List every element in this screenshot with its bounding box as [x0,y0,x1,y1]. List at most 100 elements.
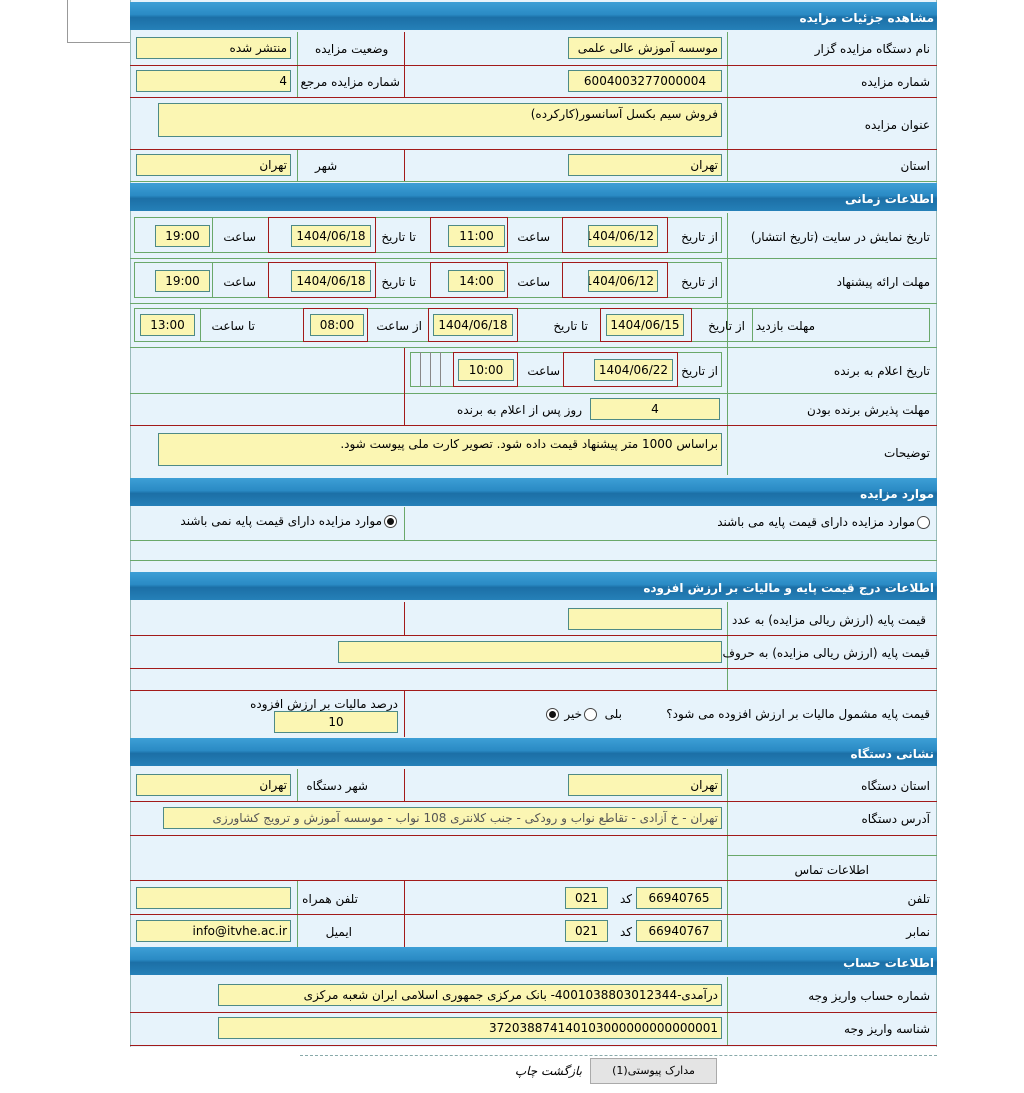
ref-field[interactable]: 4 [136,70,291,92]
publish-from-date[interactable]: 1404/06/12 [588,225,658,247]
cell [428,308,518,342]
base-number-field[interactable] [568,608,722,630]
time-label: ساعت [517,275,550,289]
section-header-price: اطلاعات درج قیمت پایه و مالیات بر ارزش ا… [130,572,937,600]
org-field[interactable]: موسسه آموزش عالی علمی [568,37,722,59]
title-field[interactable]: فروش سیم بکسل آسانسور(کارکرده) [158,103,722,137]
divider [727,602,728,690]
vat-percent-label: درصد مالیات بر ارزش افزوده [250,697,398,711]
section-header-org-address: نشانی دستگاه [130,738,937,766]
divider [200,308,201,342]
row-border [130,425,937,426]
fax-field[interactable]: 66940767 [636,920,722,942]
divider [297,32,298,97]
notes-field[interactable]: براساس 1000 متر پیشنهاد قیمت داده شود. ت… [158,433,722,466]
payment-id-field[interactable]: 372038874140103000000000000001 [218,1017,722,1039]
account-number-field[interactable]: درآمدی-4001038803012344- بانک مرکزی جمهو… [218,984,722,1006]
city-label: شهر [315,159,338,173]
divider [404,602,405,635]
divider [727,769,728,947]
email-field[interactable]: info@itvhe.ac.ir [136,920,291,942]
offer-to-time[interactable]: 19:00 [155,270,210,292]
accept-suffix: روز پس از اعلام به برنده [457,403,582,417]
row-border [130,347,937,348]
offer-to-date[interactable]: 1404/06/18 [291,270,371,292]
contact-label: اطلاعات تماس [794,863,869,877]
publish-from-time[interactable]: 11:00 [448,225,505,247]
from-date-label: از تاریخ [681,230,718,244]
base-words-field[interactable] [338,641,722,663]
time-label: ساعت [223,230,256,244]
publish-to-date[interactable]: 1404/06/18 [291,225,371,247]
winner-time[interactable]: 10:00 [458,359,514,381]
publish-label: تاریخ نمایش در سایت (تاریخ انتشار) [750,230,930,244]
row-border [130,914,937,915]
cell [430,262,508,298]
divider [440,352,441,387]
base-number-label: قیمت پایه (ارزش ریالی مزایده) به عدد [731,613,926,627]
status-field[interactable]: منتشر شده [136,37,291,59]
publish-to-time[interactable]: 19:00 [155,225,210,247]
option-no-base-label: موارد مزایده دارای قیمت پایه نمی باشند [180,514,382,528]
city-field[interactable]: تهران [136,154,291,176]
radio-vat-no[interactable] [546,708,559,721]
phone-code-field[interactable]: 021 [565,887,608,909]
to-time-label: تا ساعت [211,319,255,333]
org-city-field[interactable]: تهران [136,774,291,796]
section-header-timing: اطلاعات زمانی [130,183,937,211]
divider [297,769,298,801]
divider [212,262,213,298]
visit-to-time[interactable]: 13:00 [140,314,195,336]
mobile-field[interactable] [136,887,291,909]
time-label: ساعت [527,364,560,378]
vat-percent-field[interactable]: 10 [274,711,398,733]
org-province-field[interactable]: تهران [568,774,722,796]
divider [297,880,298,947]
notes-label: توضیحات [883,446,930,460]
fax-code-field[interactable]: 021 [565,920,608,942]
divider [404,507,405,540]
option-has-base-label: موارد مزایده دارای قیمت پایه می باشند [717,515,915,529]
winner-label: تاریخ اعلام به برنده [833,364,930,378]
row-border [727,855,937,856]
cell [562,262,668,298]
visit-from-time[interactable]: 08:00 [310,314,364,336]
vat-question: قیمت پایه مشمول مالیات بر ارزش افزوده می… [666,707,930,721]
mobile-label: تلفن همراه [302,892,358,906]
province-field[interactable]: تهران [568,154,722,176]
account-number-label: شماره حساب واریز وجه [808,989,930,1003]
accept-label: مهلت پذیرش برنده بودن [807,403,930,417]
row-border [130,540,937,541]
phone-field[interactable]: 66940765 [636,887,722,909]
divider [430,352,431,387]
row-border [130,560,937,561]
row-border [130,635,937,636]
offer-from-date[interactable]: 1404/06/12 [588,270,658,292]
row-border [130,181,937,182]
visit-group [134,308,930,342]
visit-from-date[interactable]: 1404/06/15 [606,314,684,336]
address-field[interactable]: تهران - خ آزادی - تقاطع نواب و رودکی - ج… [163,807,722,829]
from-date-label: از تاریخ [708,319,745,333]
address-label: آدرس دستگاه [861,812,930,826]
attachments-button[interactable]: مدارک پیوستی(1) [590,1058,717,1084]
radio-has-base-price[interactable] [917,516,930,529]
code-label: کد [619,925,632,939]
divider [420,352,421,387]
winner-date[interactable]: 1404/06/22 [594,359,673,381]
row-border [130,1045,937,1046]
visit-to-date[interactable]: 1404/06/18 [433,314,513,336]
back-print-link[interactable]: بازگشت چاپ [514,1064,582,1078]
radio-vat-yes[interactable] [584,708,597,721]
row-border [130,801,937,802]
number-field[interactable]: 6004003277000004 [568,70,722,92]
divider [752,308,753,342]
cell [563,352,678,387]
offer-from-time[interactable]: 14:00 [448,270,505,292]
row-border [130,668,937,669]
divider [212,217,213,253]
section-header-account: اطلاعات حساب [130,947,937,975]
radio-no-base-price[interactable] [384,515,397,528]
vat-no-label: خیر [564,707,582,721]
accept-days-field[interactable]: 4 [590,398,720,420]
